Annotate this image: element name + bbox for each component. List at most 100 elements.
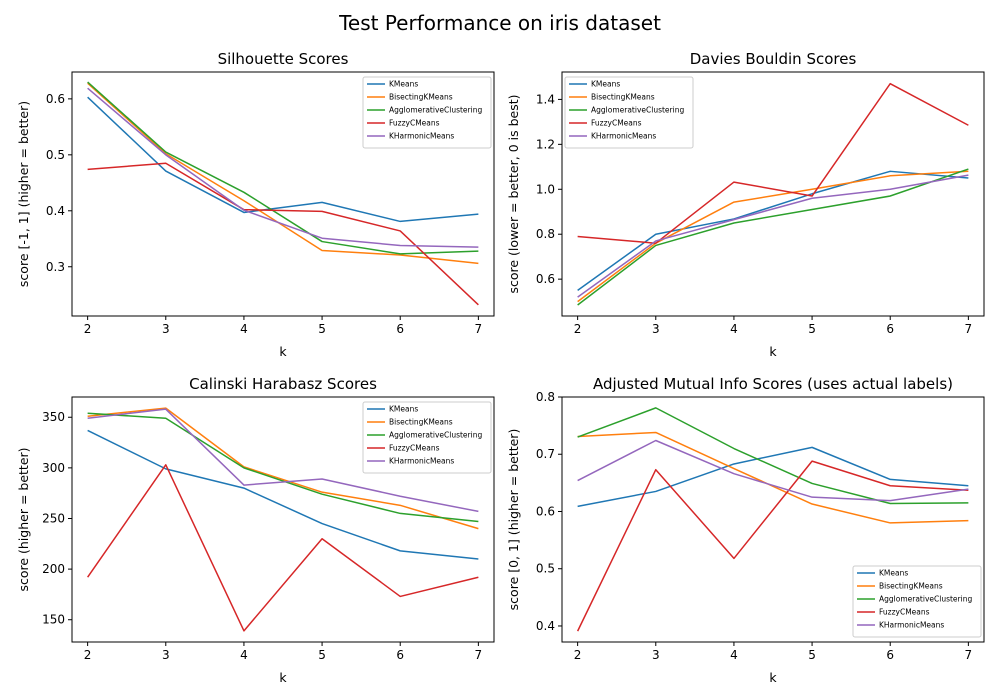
legend-label: FuzzyCMeans bbox=[879, 608, 930, 617]
y-tick-label: 200 bbox=[42, 562, 65, 576]
legend-label: KHarmonicMeans bbox=[389, 457, 454, 466]
legend-label: AgglomerativeClustering bbox=[389, 106, 482, 115]
legend-label: AgglomerativeClustering bbox=[389, 431, 482, 440]
y-tick-label: 0.4 bbox=[46, 204, 65, 218]
x-tick-label: 5 bbox=[318, 648, 326, 662]
x-tick-label: 7 bbox=[965, 648, 973, 662]
series-line-FuzzyCMeans bbox=[576, 460, 969, 632]
legend-label: FuzzyCMeans bbox=[591, 119, 642, 128]
legend-label: BisectingKMeans bbox=[389, 418, 453, 427]
x-tick-label: 6 bbox=[396, 648, 404, 662]
subplot-2: Davies Bouldin Scores 2 3 4 5 6 7 0.6 0.8 1.0 1.2 1… bbox=[506, 50, 985, 359]
subplot-title: Davies Bouldin Scores bbox=[690, 50, 857, 68]
series-line-FuzzyCMeans bbox=[87, 464, 479, 632]
y-axis-label: score (higher = better) bbox=[16, 447, 31, 591]
legend-label: KMeans bbox=[591, 80, 620, 89]
legend-label: BisectingKMeans bbox=[591, 93, 655, 102]
legend-label: BisectingKMeans bbox=[389, 93, 453, 102]
y-tick-label: 0.8 bbox=[536, 390, 555, 404]
axes-frame bbox=[71, 396, 495, 643]
y-tick-label: 250 bbox=[42, 511, 65, 525]
legend: KMeans BisectingKMeans AgglomerativeCluste… bbox=[362, 76, 492, 149]
legend-box bbox=[362, 76, 492, 149]
legend-box bbox=[852, 565, 982, 638]
x-tick-label: 3 bbox=[652, 648, 660, 662]
y-tick-label: 1.2 bbox=[536, 137, 555, 151]
y-tick-label: 0.5 bbox=[46, 148, 65, 162]
subplot-4: Adjusted Mutual Info Scores (uses actual… bbox=[506, 375, 985, 685]
x-tick-label: 4 bbox=[240, 322, 248, 336]
x-tick-label: 3 bbox=[652, 322, 660, 336]
series-line-FuzzyCMeans bbox=[577, 82, 969, 244]
x-tick-label: 6 bbox=[396, 322, 404, 336]
series-line-AgglomerativeClustering bbox=[87, 81, 479, 255]
x-tick-label: 3 bbox=[162, 648, 170, 662]
legend-label: KMeans bbox=[389, 405, 418, 414]
y-tick-label: 0.3 bbox=[46, 260, 65, 274]
series-line-AgglomerativeClustering bbox=[87, 412, 479, 523]
x-tick-label: 6 bbox=[886, 648, 894, 662]
series-line-BisectingKMeans bbox=[577, 170, 969, 303]
x-tick-label: 5 bbox=[808, 322, 816, 336]
y-tick-label: 350 bbox=[42, 410, 65, 424]
legend: KMeans BisectingKMeans AgglomerativeCluste… bbox=[564, 76, 694, 149]
y-tick-label: 0.7 bbox=[536, 447, 555, 461]
x-tick-label: 2 bbox=[574, 322, 582, 336]
series-line-KHarmonicMeans bbox=[87, 408, 479, 513]
y-axis-label: score [-1, 1] (higher = better) bbox=[16, 101, 31, 287]
y-tick-label: 0.6 bbox=[536, 272, 555, 286]
y-tick-label: 0.6 bbox=[46, 92, 65, 106]
x-tick-label: 4 bbox=[730, 322, 738, 336]
legend-label: KHarmonicMeans bbox=[879, 621, 944, 630]
series-line-KMeans bbox=[87, 429, 479, 560]
legend-label: KHarmonicMeans bbox=[389, 132, 454, 141]
axes-frame bbox=[561, 396, 985, 643]
subplot-1: Silhouette Scores 2 3 4 5 6 7 0.3 0.4 0.5 0.6 k scor… bbox=[16, 50, 495, 359]
x-tick-label: 2 bbox=[574, 648, 582, 662]
y-tick-label: 0.4 bbox=[536, 619, 555, 633]
legend-label: FuzzyCMeans bbox=[389, 119, 440, 128]
axes-frame bbox=[71, 71, 495, 317]
series-line-KHarmonicMeans bbox=[87, 87, 479, 248]
x-tick-label: 2 bbox=[84, 648, 92, 662]
legend: KMeans BisectingKMeans AgglomerativeCluste… bbox=[362, 401, 492, 474]
legend-label: KMeans bbox=[389, 80, 418, 89]
y-tick-label: 0.6 bbox=[536, 504, 555, 518]
y-tick-label: 150 bbox=[42, 613, 65, 627]
y-tick-label: 1.0 bbox=[536, 182, 555, 196]
y-tick-label: 0.5 bbox=[536, 562, 555, 576]
legend-label: AgglomerativeClustering bbox=[591, 106, 684, 115]
legend-label: KHarmonicMeans bbox=[591, 132, 656, 141]
x-tick-label: 5 bbox=[808, 648, 816, 662]
legend: KMeans BisectingKMeans AgglomerativeCluste… bbox=[852, 565, 982, 638]
legend-label: AgglomerativeClustering bbox=[879, 595, 972, 604]
x-tick-label: 7 bbox=[965, 322, 973, 336]
legend-label: BisectingKMeans bbox=[879, 582, 943, 591]
series-line-KMeans bbox=[577, 170, 969, 291]
series-line-AgglomerativeClustering bbox=[577, 407, 969, 505]
y-tick-label: 1.4 bbox=[536, 92, 555, 106]
x-axis-label: k bbox=[769, 670, 777, 685]
series-line-KMeans bbox=[577, 446, 969, 508]
y-axis-label: score [0, 1] (higher = better) bbox=[506, 429, 521, 611]
x-tick-label: 7 bbox=[475, 648, 483, 662]
subplot-3: Calinski Harabasz Scores 2 3 4 5 6 7 150 200 250 3… bbox=[16, 375, 495, 685]
series-line-BisectingKMeans bbox=[577, 431, 969, 524]
x-axis-label: k bbox=[279, 670, 287, 685]
series-line-KHarmonicMeans bbox=[577, 174, 969, 298]
figure-title: Test Performance on iris dataset bbox=[338, 11, 661, 35]
x-tick-label: 6 bbox=[886, 322, 894, 336]
y-axis-label: score (lower = better, 0 is best) bbox=[506, 94, 521, 293]
series-line-AgglomerativeClustering bbox=[577, 168, 969, 306]
subplot-title: Silhouette Scores bbox=[218, 50, 349, 68]
legend-label: KMeans bbox=[879, 569, 908, 578]
subplot-title: Adjusted Mutual Info Scores (uses actual… bbox=[593, 375, 953, 393]
x-tick-label: 7 bbox=[475, 322, 483, 336]
series-line-BisectingKMeans bbox=[87, 407, 479, 530]
legend-box bbox=[564, 76, 694, 149]
x-tick-label: 4 bbox=[730, 648, 738, 662]
series-line-FuzzyCMeans bbox=[87, 162, 479, 306]
x-tick-label: 2 bbox=[84, 322, 92, 336]
x-tick-label: 4 bbox=[240, 648, 248, 662]
